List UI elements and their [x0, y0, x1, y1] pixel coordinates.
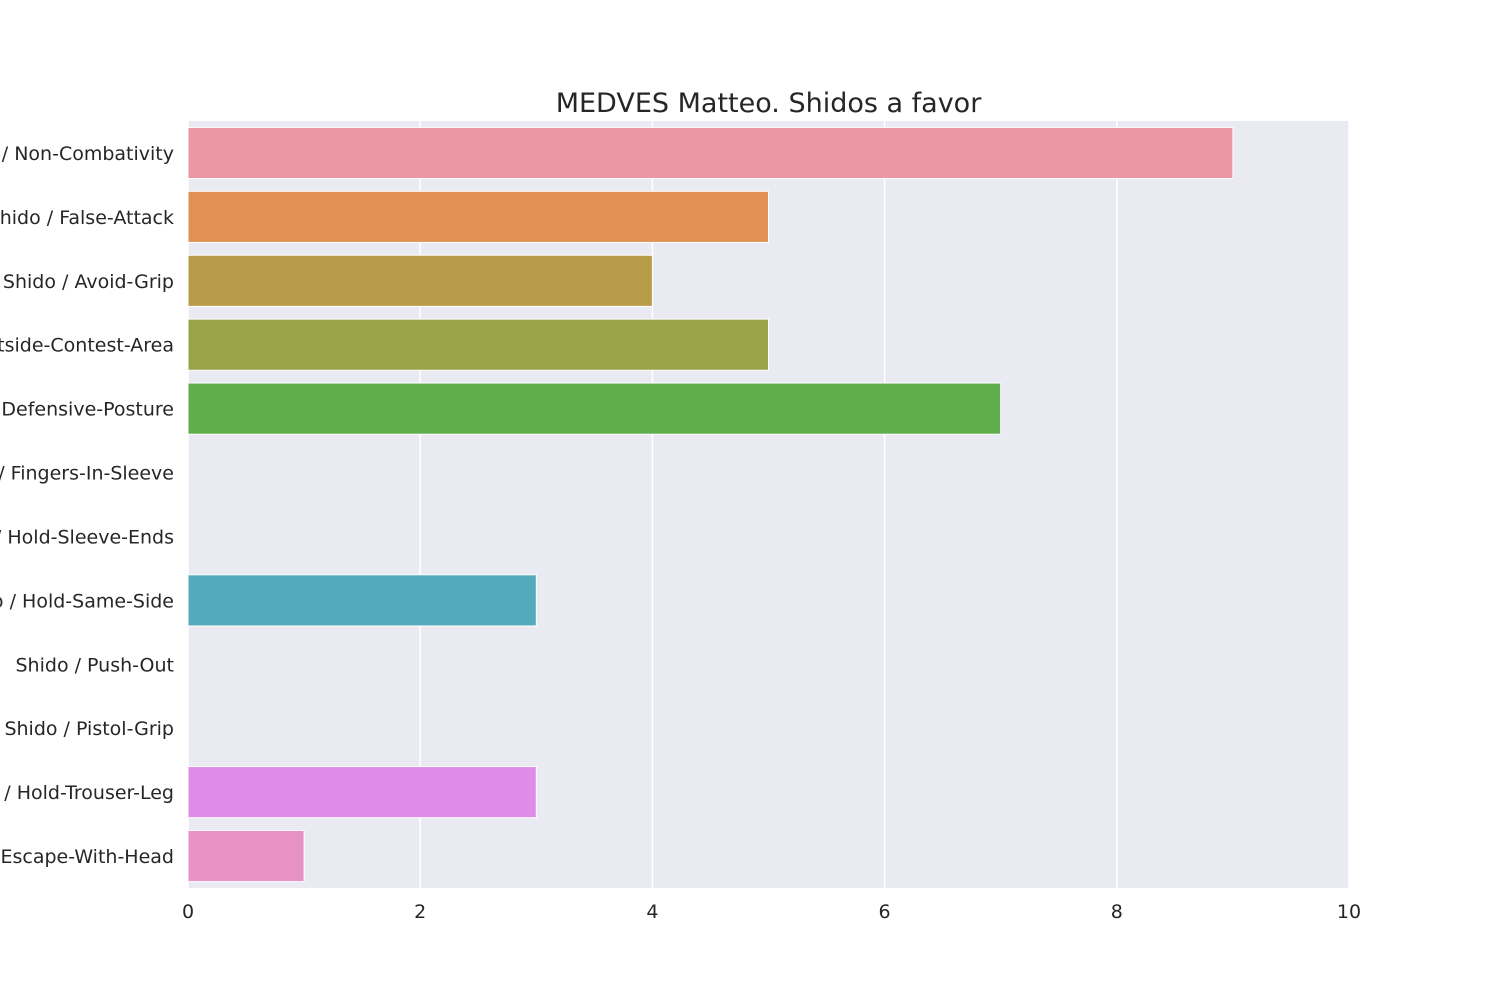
y-tick-label: Shido / Outside-Contest-Area — [0, 335, 174, 357]
bar — [187, 574, 537, 627]
y-tick-label: Shido / Hold-Trouser-Leg — [0, 782, 174, 804]
y-tick-label: Shido / Non-Combativity — [0, 143, 174, 165]
y-tick-label: Shido / False-Attack — [0, 207, 174, 229]
bar — [187, 318, 769, 371]
y-tick-label: Shido / Fingers-In-Sleeve — [0, 463, 174, 485]
y-tick-label: Shido / Escape-With-Head — [0, 846, 174, 868]
y-tick-labels: Shido / Non-Combativity Shido / False-Att… — [0, 143, 174, 868]
x-tick-label: 2 — [414, 901, 426, 923]
y-tick-label: Shido / Pistol-Grip — [4, 718, 174, 740]
x-tick-label: 8 — [1111, 901, 1123, 923]
x-tick-labels: 0 2 4 6 8 10 — [182, 901, 1361, 923]
x-tick-label: 10 — [1337, 901, 1361, 923]
bar — [187, 190, 769, 243]
grid-lines — [187, 121, 1350, 888]
y-tick-label: Shido / Push-Out — [16, 654, 175, 676]
bars — [187, 126, 1234, 883]
bar — [187, 254, 653, 307]
plot-area — [188, 121, 1349, 888]
y-tick-label: Shido / Avoid-Grip — [3, 271, 174, 293]
y-tick-label: Shido / Defensive-Posture — [0, 399, 174, 421]
y-tick-label: Shido / Hold-Same-Side — [0, 590, 174, 612]
chart-title: MEDVES Matteo. Shidos a favor — [556, 88, 982, 119]
bar — [187, 126, 1234, 180]
x-tick-label: 6 — [879, 901, 891, 923]
bar — [187, 382, 1002, 435]
bar — [187, 766, 537, 819]
x-tick-label: 0 — [182, 901, 194, 923]
x-tick-label: 4 — [646, 901, 658, 923]
bar — [187, 829, 305, 883]
y-tick-label: Shido / Hold-Sleeve-Ends — [0, 526, 174, 548]
